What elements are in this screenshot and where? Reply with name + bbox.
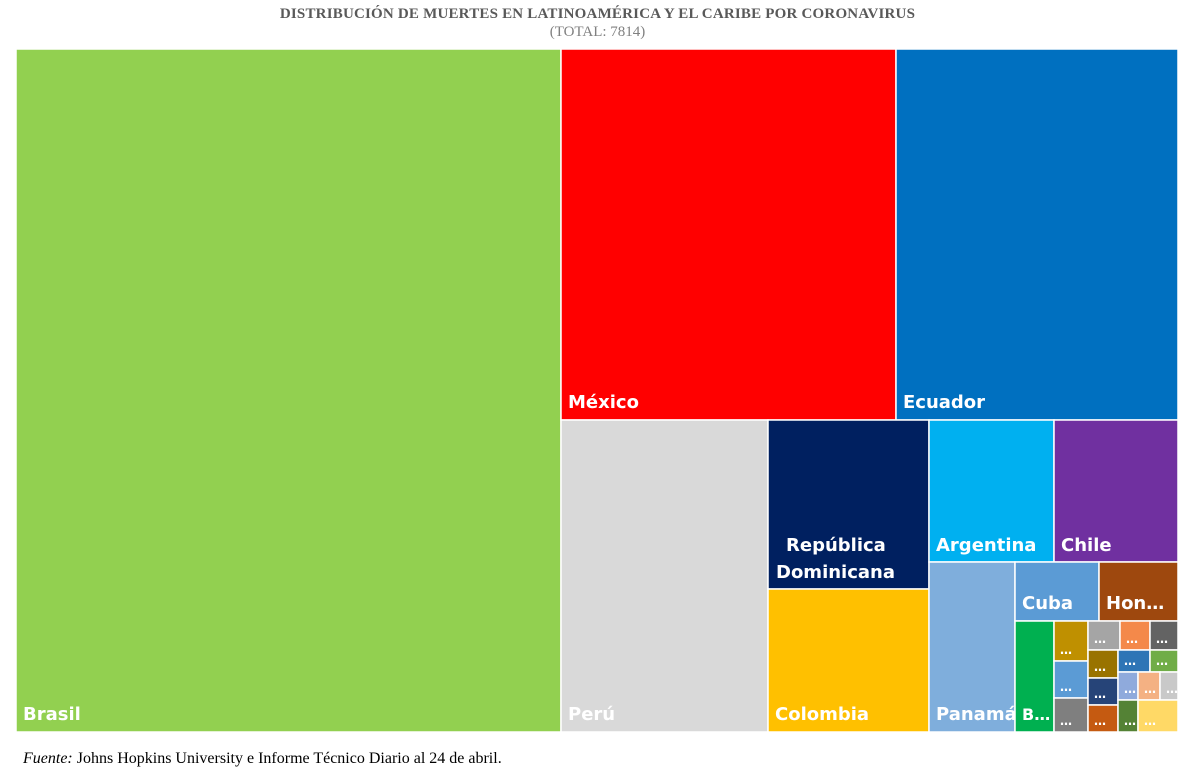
cell-peru-label: Perú (568, 704, 615, 725)
cell-small-24-label: … (1166, 682, 1178, 696)
cell-chile (1053, 419, 1179, 563)
cell-mexico (560, 48, 897, 421)
chart-title: DISTRIBUCIÓN DE MUERTES EN LATINOAMÉRICA… (279, 6, 916, 22)
cell-republica-dominicana-label: República Dominicana (776, 535, 895, 583)
source-note: Fuente: Johns Hopkins University e Infor… (23, 750, 502, 768)
cell-b (1014, 620, 1055, 733)
cell-panama (928, 561, 1016, 733)
cell-panama-label: Panamá (936, 704, 1017, 725)
cell-chile-label: Chile (1061, 535, 1112, 556)
cell-small-27-label: … (1144, 714, 1156, 728)
cell-small-21-label: … (1094, 687, 1106, 701)
cell-hon-label: Hon… (1106, 593, 1164, 614)
treemap-chart: Brasil México Ecuador Perú República Dominica… (15, 48, 1179, 733)
cell-brasil (15, 48, 562, 733)
cell-colombia-label: Colombia (775, 704, 869, 725)
cell-small-25-label: … (1094, 714, 1106, 728)
cell-hon (1098, 561, 1179, 622)
cell-colombia (767, 588, 930, 733)
cell-brasil-label: Brasil (23, 704, 81, 725)
cell-small-16-label: … (1126, 632, 1138, 646)
cell-cuba (1014, 561, 1100, 622)
cell-small-13-label: … (1060, 680, 1072, 694)
cell-peru (560, 419, 769, 733)
cell-small-16 (1119, 620, 1151, 651)
source-label: Fuente: (23, 750, 73, 767)
cell-small-18 (1087, 649, 1119, 679)
cell-small-23-label: … (1144, 682, 1156, 696)
cell-small-15-label: … (1094, 632, 1106, 646)
chart-subtitle: (TOTAL: 7814) (549, 24, 646, 40)
cell-small-13 (1053, 660, 1089, 699)
cell-small-19-label: … (1124, 654, 1136, 668)
cell-small-22-label: … (1124, 682, 1136, 696)
cell-small-15 (1087, 620, 1121, 651)
cell-small-14-label: … (1060, 714, 1072, 728)
cell-small-17 (1149, 620, 1179, 651)
cell-ecuador-label: Ecuador (903, 392, 985, 413)
cell-mexico-label: México (568, 392, 639, 413)
cell-argentina-label: Argentina (936, 535, 1036, 556)
cell-republica-dominicana (767, 419, 930, 590)
source-text: Johns Hopkins University e Informe Técni… (76, 750, 502, 767)
cell-small-26-label: … (1124, 714, 1136, 728)
cell-argentina (928, 419, 1055, 563)
cell-small-20-label: … (1156, 654, 1168, 668)
cell-small-18-label: … (1094, 660, 1106, 674)
cell-small-12-label: … (1060, 643, 1072, 657)
cell-ecuador (895, 48, 1179, 421)
cell-b-label: B… (1022, 705, 1050, 724)
cell-small-17-label: … (1156, 632, 1168, 646)
cell-cuba-label: Cuba (1022, 593, 1073, 614)
cell-small-27 (1137, 699, 1179, 733)
